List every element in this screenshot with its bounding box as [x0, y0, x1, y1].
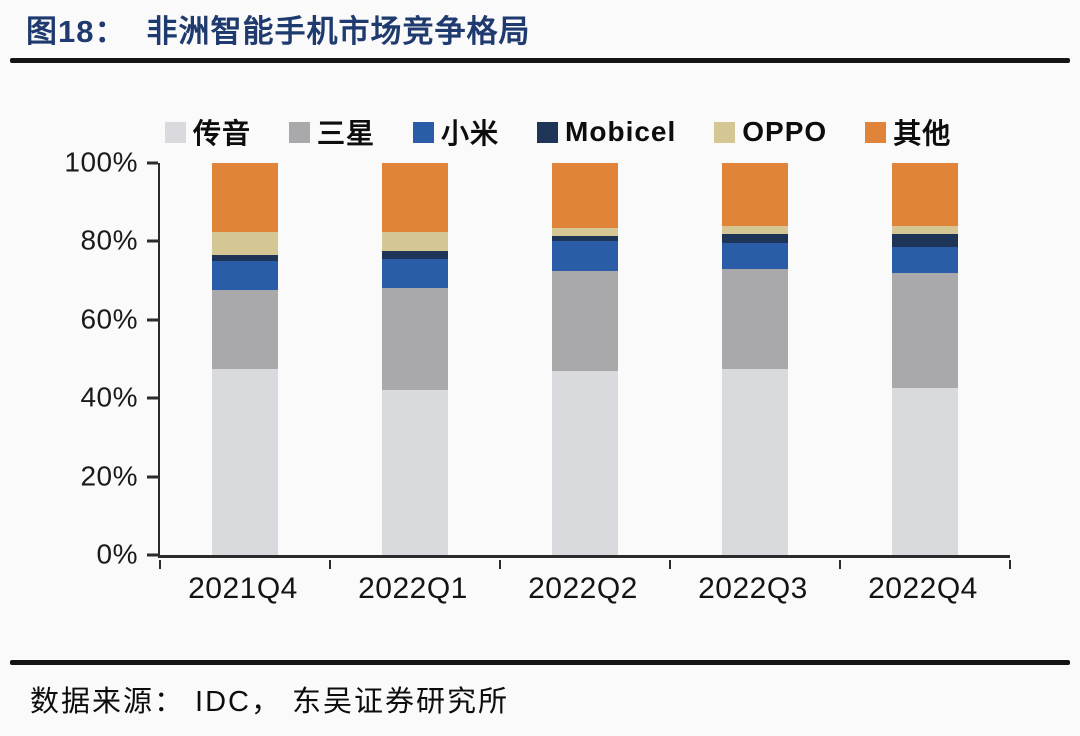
bar-segment-小米	[382, 259, 448, 289]
legend-swatch-icon	[714, 121, 736, 143]
bar-segment-传音	[552, 370, 618, 555]
bar-segment-小米	[892, 247, 958, 273]
stacked-bar-2021Q4	[212, 163, 278, 555]
legend-label: Mobicel	[565, 116, 677, 147]
bar-segment-小米	[722, 243, 788, 269]
legend-label: 小米	[441, 118, 500, 149]
bar-segment-OPPO	[892, 225, 958, 234]
y-axis-tick	[147, 239, 158, 243]
legend-item: 小米	[413, 112, 499, 152]
bar-segment-Mobicel	[212, 255, 278, 262]
figure-title: 图18： 非洲智能手机市场竞争格局	[26, 6, 530, 51]
bar-segment-小米	[552, 241, 618, 271]
bar-segment-OPPO	[382, 231, 448, 252]
bar-segment-OPPO	[552, 227, 618, 236]
legend-item: 传音	[165, 112, 251, 152]
bar-segment-传音	[212, 368, 278, 555]
x-axis-label: 2021Q4	[188, 572, 298, 605]
bar-slot	[330, 163, 500, 555]
legend-label: 传音	[193, 118, 252, 149]
bar-segment-Mobicel	[552, 235, 618, 242]
bar-slot	[840, 163, 1010, 555]
bar-slot	[500, 163, 670, 555]
x-axis-tick	[499, 560, 501, 569]
legend-item: OPPO	[714, 116, 827, 148]
bar-segment-其他	[552, 163, 618, 228]
legend-label: 其他	[893, 118, 952, 149]
bar-segment-三星	[552, 270, 618, 371]
x-axis-label: 2022Q1	[358, 572, 468, 605]
x-axis-label: 2022Q4	[868, 572, 978, 605]
legend-swatch-icon	[537, 121, 559, 143]
y-axis-label: 100%	[64, 146, 138, 178]
bar-slot	[160, 163, 330, 555]
bar-segment-Mobicel	[722, 233, 788, 244]
legend-swatch-icon	[413, 121, 435, 143]
bar-segment-三星	[212, 290, 278, 369]
legend: 传音 三星 小米 Mobicel OPPO 其他	[165, 112, 951, 152]
y-axis-label: 80%	[80, 224, 138, 256]
bar-segment-OPPO	[212, 231, 278, 256]
figure-number: 图18：	[26, 14, 127, 49]
bar-segment-Mobicel	[892, 233, 958, 248]
legend-swatch-icon	[865, 121, 887, 143]
bar-segment-传音	[382, 390, 448, 555]
y-axis-tick	[147, 475, 158, 479]
bar-segment-其他	[382, 163, 448, 232]
y-axis-tick	[147, 161, 158, 165]
source-note: 数据来源： IDC， 东吴证券研究所	[30, 686, 510, 718]
bar-segment-OPPO	[722, 225, 788, 234]
footer-divider-rule	[10, 660, 1070, 665]
bar-segment-三星	[382, 288, 448, 391]
plot-area	[147, 161, 1011, 569]
y-axis-tick	[147, 553, 158, 557]
x-axis-tick	[669, 560, 671, 569]
bar-segment-Mobicel	[382, 251, 448, 260]
bar-slot	[670, 163, 840, 555]
y-axis-tick	[147, 396, 158, 400]
y-axis: 100% 80% 60% 40% 20% 0%	[0, 146, 158, 569]
bar-segment-其他	[722, 163, 788, 226]
bar-segment-三星	[892, 272, 958, 389]
title-divider-rule	[10, 58, 1070, 63]
legend-item: 其他	[865, 112, 951, 152]
x-axis-label: 2022Q2	[528, 572, 638, 605]
y-axis-label: 0%	[96, 538, 138, 570]
bars	[160, 163, 1010, 555]
legend-swatch-icon	[289, 121, 311, 143]
y-axis-tick	[147, 318, 158, 322]
stacked-bar-2022Q4	[892, 163, 958, 555]
legend-swatch-icon	[165, 121, 186, 143]
y-axis-label: 40%	[80, 381, 138, 413]
legend-label: 三星	[317, 118, 376, 149]
bar-segment-小米	[212, 261, 278, 291]
legend-item: 三星	[289, 112, 375, 152]
stacked-bar-2022Q1	[382, 163, 448, 555]
x-axis-tick	[1009, 560, 1011, 569]
x-axis-tick	[329, 560, 331, 569]
legend-label: OPPO	[742, 116, 828, 147]
bar-segment-其他	[212, 163, 278, 232]
x-axis-label: 2022Q3	[698, 572, 808, 605]
bar-segment-传音	[892, 388, 958, 555]
bar-segment-三星	[722, 268, 788, 369]
stacked-bar-2022Q3	[722, 163, 788, 555]
legend-item: Mobicel	[537, 116, 676, 148]
bar-segment-传音	[722, 368, 788, 555]
figure-title-text: 非洲智能手机市场竞争格局	[146, 14, 531, 49]
y-axis-label: 60%	[80, 303, 138, 335]
x-axis-tick	[839, 560, 841, 569]
bar-segment-其他	[892, 163, 958, 226]
stacked-bar-2022Q2	[552, 163, 618, 555]
x-axis-tick	[159, 560, 161, 569]
x-axis-labels: 2021Q4 2022Q1 2022Q2 2022Q3 2022Q4	[158, 572, 1008, 606]
y-axis-label: 20%	[80, 459, 138, 491]
